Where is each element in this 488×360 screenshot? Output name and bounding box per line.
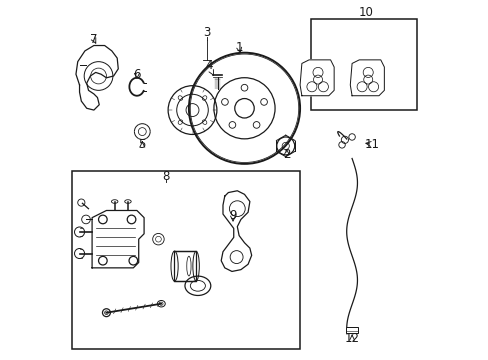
Text: 6: 6 — [133, 68, 141, 81]
Bar — [310, 19, 416, 110]
Text: 8: 8 — [162, 170, 169, 183]
Text: 9: 9 — [229, 210, 236, 222]
Text: 7: 7 — [90, 33, 98, 46]
Text: 2: 2 — [283, 148, 290, 161]
Text: 12: 12 — [344, 332, 359, 345]
Polygon shape — [300, 60, 333, 96]
Bar — [174, 251, 196, 281]
Polygon shape — [76, 45, 118, 110]
Text: 10: 10 — [358, 6, 372, 19]
Text: 4: 4 — [204, 59, 213, 75]
Polygon shape — [92, 211, 144, 268]
Text: 5: 5 — [138, 138, 146, 151]
Text: 11: 11 — [364, 138, 379, 150]
Bar — [72, 171, 300, 348]
Polygon shape — [221, 191, 251, 271]
Polygon shape — [349, 60, 384, 96]
Text: 3: 3 — [203, 26, 210, 39]
Bar — [345, 327, 357, 333]
Text: 1: 1 — [235, 41, 243, 54]
